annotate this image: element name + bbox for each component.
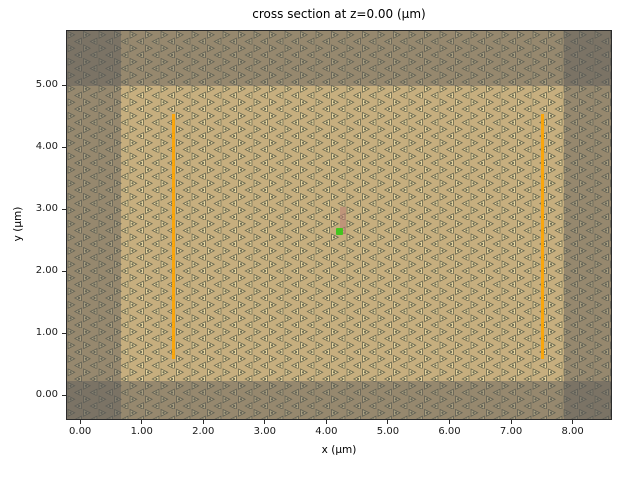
x-tick-mark [202,420,204,424]
y-tick-mark [62,208,66,210]
x-tick-mark [325,420,327,424]
x-tick-label: 1.00 [130,426,153,437]
x-tick-label: 8.00 [561,426,584,437]
y-tick-label: 0.00 [35,388,58,400]
x-tick-label: 5.00 [376,426,400,437]
x-tick-label: 6.00 [438,426,461,437]
x-tick-mark [448,420,450,424]
x-axis-label: x (μm) [321,444,357,456]
y-tick-mark [62,332,66,334]
x-tick-mark [387,420,389,424]
pml-layer-bottom [67,380,611,419]
x-tick-mark [510,420,512,424]
plot-title: cross section at z=0.00 (μm) [252,7,426,21]
x-tick-label: 3.00 [253,426,276,437]
y-tick-mark [62,270,66,272]
x-tick-label: 7.00 [499,426,523,437]
pml-layer-left [67,31,122,419]
y-tick-label: 1.00 [35,326,58,338]
x-tick-mark [79,420,81,424]
x-tick-mark [264,420,266,424]
x-tick-label: 2.00 [192,426,215,437]
y-axis-label: y (μm) [12,206,24,242]
plot-area [66,30,612,420]
flux-monitor-right [541,114,545,359]
flux-monitor-left [171,114,175,359]
pml-layer-right [564,31,611,419]
y-tick-mark [62,394,66,396]
photonic-crystal-structure [67,31,611,419]
x-tick-label: 4.00 [315,426,338,437]
mode-marker [339,207,346,234]
x-tick-label: 0.00 [69,426,92,437]
y-tick-label: 5.00 [35,78,58,90]
pml-layer-top [67,31,611,87]
y-tick-mark [62,146,66,148]
x-tick-mark [572,420,574,424]
y-tick-label: 3.00 [35,202,58,214]
y-tick-mark [62,84,66,86]
x-tick-mark [141,420,143,424]
y-tick-label: 4.00 [35,140,58,152]
point-source [336,228,344,236]
y-tick-label: 2.00 [35,264,58,276]
